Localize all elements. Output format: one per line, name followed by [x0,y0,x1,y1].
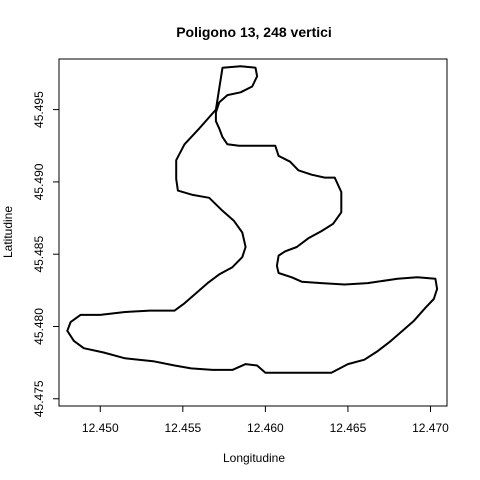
x-tick-label: 12.450 [82,421,119,435]
y-tick-label: 45.490 [32,163,46,200]
series-layer [66,65,439,374]
x-tick-label: 12.465 [330,421,367,435]
y-axis-label: Latitudine [1,206,15,258]
x-tick-label: 12.460 [247,421,284,435]
y-tick-label: 45.485 [32,236,46,273]
plot-frame [58,58,448,407]
y-tick-label: 45.475 [32,380,46,417]
y-tick-label: 45.495 [32,91,46,128]
x-axis-label: Longitudine [223,451,285,465]
polygon-outline [66,65,439,374]
chart-title: Poligono 13, 248 vertici [176,24,332,40]
y-tick-label: 45.480 [32,308,46,345]
x-tick-label: 12.455 [164,421,201,435]
x-axis: 12.450 12.455 12.460 12.465 12.470 [82,406,449,435]
x-tick-label: 12.470 [412,421,449,435]
y-axis: 45.475 45.480 45.485 45.490 45.495 [32,91,59,417]
